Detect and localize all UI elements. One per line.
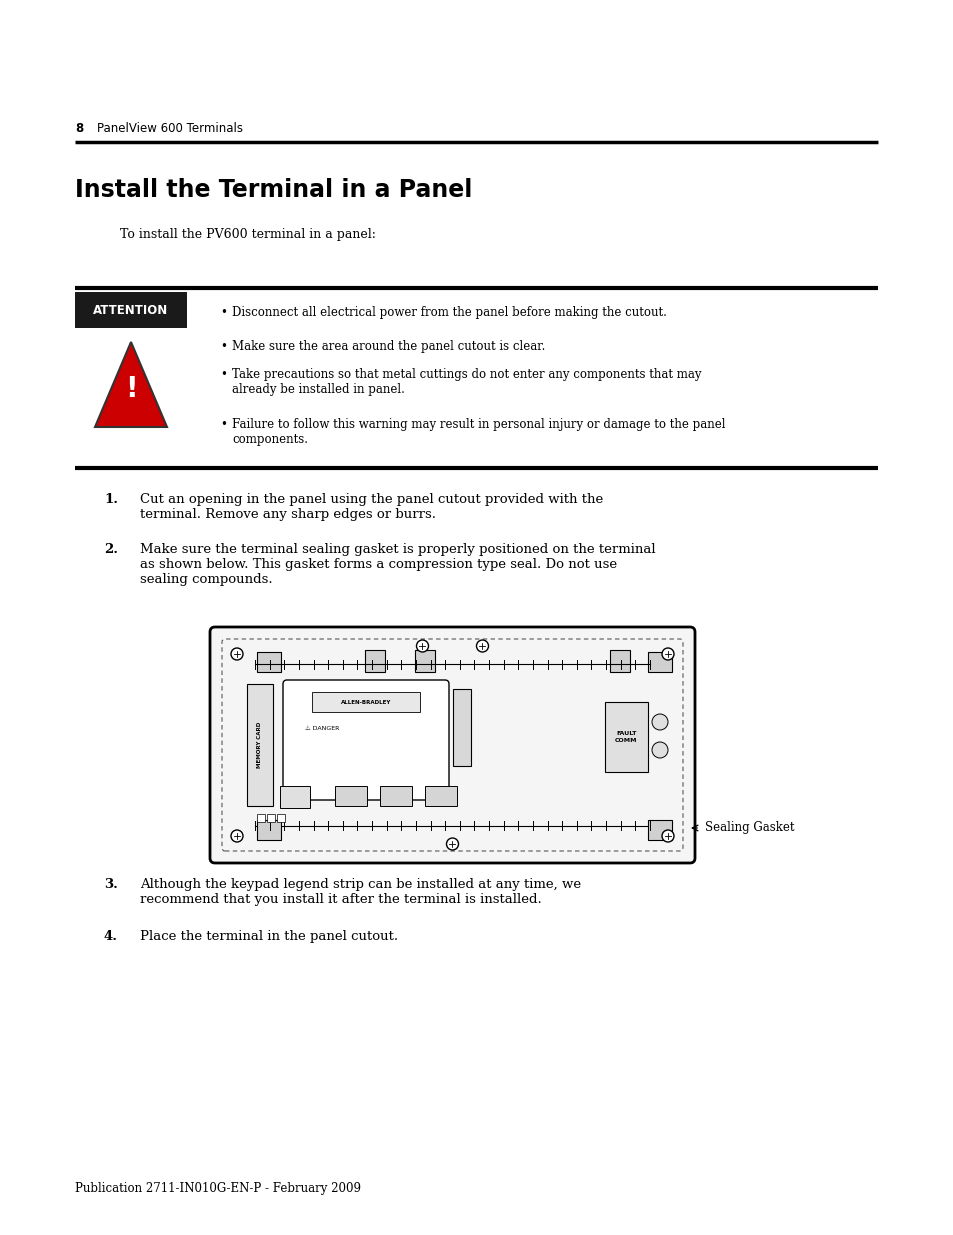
Circle shape <box>661 830 673 842</box>
Polygon shape <box>95 342 167 427</box>
FancyBboxPatch shape <box>335 785 367 806</box>
FancyBboxPatch shape <box>267 814 274 823</box>
FancyBboxPatch shape <box>210 627 695 863</box>
Text: FAULT
COMM: FAULT COMM <box>615 731 638 742</box>
FancyBboxPatch shape <box>609 650 629 672</box>
Text: 1.: 1. <box>104 493 118 506</box>
FancyBboxPatch shape <box>453 689 471 766</box>
Text: 4.: 4. <box>104 930 118 944</box>
Text: !: ! <box>125 374 137 403</box>
Text: ATTENTION: ATTENTION <box>93 304 169 316</box>
FancyBboxPatch shape <box>283 680 449 800</box>
Text: •: • <box>220 340 227 353</box>
FancyBboxPatch shape <box>276 814 285 823</box>
FancyBboxPatch shape <box>280 785 310 808</box>
FancyBboxPatch shape <box>256 814 265 823</box>
Text: Make sure the area around the panel cutout is clear.: Make sure the area around the panel cuto… <box>232 340 545 353</box>
FancyBboxPatch shape <box>312 692 419 713</box>
Circle shape <box>446 839 458 850</box>
Text: •: • <box>220 368 227 382</box>
Text: •: • <box>220 417 227 431</box>
Circle shape <box>231 648 243 659</box>
FancyBboxPatch shape <box>647 652 671 672</box>
FancyBboxPatch shape <box>247 684 273 806</box>
Text: Publication 2711-IN010G-EN-P - February 2009: Publication 2711-IN010G-EN-P - February … <box>75 1182 360 1195</box>
Text: MEMORY CARD: MEMORY CARD <box>257 722 262 768</box>
Text: 2.: 2. <box>104 543 118 556</box>
Text: Sealing Gasket: Sealing Gasket <box>704 821 794 835</box>
FancyBboxPatch shape <box>647 820 671 840</box>
Text: 3.: 3. <box>104 878 118 890</box>
FancyBboxPatch shape <box>604 701 647 772</box>
Text: ⚠ DANGER: ⚠ DANGER <box>305 726 339 731</box>
Text: Cut an opening in the panel using the panel cutout provided with the
terminal. R: Cut an opening in the panel using the pa… <box>140 493 602 521</box>
Text: Take precautions so that metal cuttings do not enter any components that may
alr: Take precautions so that metal cuttings … <box>232 368 700 396</box>
Text: Place the terminal in the panel cutout.: Place the terminal in the panel cutout. <box>140 930 397 944</box>
FancyBboxPatch shape <box>379 785 412 806</box>
FancyBboxPatch shape <box>75 291 187 329</box>
Circle shape <box>476 640 488 652</box>
FancyBboxPatch shape <box>415 650 435 672</box>
FancyBboxPatch shape <box>256 820 281 840</box>
Circle shape <box>651 742 667 758</box>
FancyBboxPatch shape <box>424 785 456 806</box>
Text: Failure to follow this warning may result in personal injury or damage to the pa: Failure to follow this warning may resul… <box>232 417 724 446</box>
Text: Install the Terminal in a Panel: Install the Terminal in a Panel <box>75 178 472 203</box>
Text: Although the keypad legend strip can be installed at any time, we
recommend that: Although the keypad legend strip can be … <box>140 878 580 906</box>
Circle shape <box>416 640 428 652</box>
Text: Make sure the terminal sealing gasket is properly positioned on the terminal
as : Make sure the terminal sealing gasket is… <box>140 543 655 585</box>
Circle shape <box>661 648 673 659</box>
Circle shape <box>651 714 667 730</box>
Text: Disconnect all electrical power from the panel before making the cutout.: Disconnect all electrical power from the… <box>232 306 666 319</box>
Text: 8: 8 <box>75 122 83 135</box>
Text: •: • <box>220 306 227 319</box>
Text: PanelView 600 Terminals: PanelView 600 Terminals <box>97 122 243 135</box>
Circle shape <box>231 830 243 842</box>
Text: ALLEN-BRADLEY: ALLEN-BRADLEY <box>340 699 391 704</box>
FancyBboxPatch shape <box>365 650 385 672</box>
FancyBboxPatch shape <box>256 652 281 672</box>
Text: To install the PV600 terminal in a panel:: To install the PV600 terminal in a panel… <box>120 228 375 241</box>
